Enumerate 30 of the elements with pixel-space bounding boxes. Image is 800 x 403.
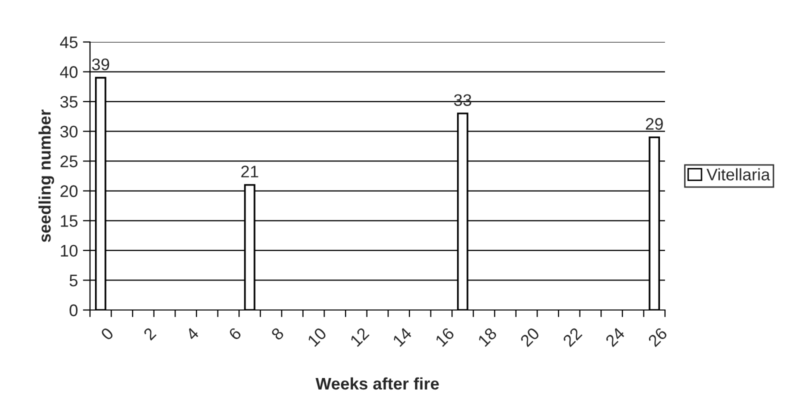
x-tick-label: 14 (392, 326, 412, 347)
x-tick-label: 12 (350, 326, 370, 347)
y-tick-label: 40 (60, 66, 78, 78)
x-tick-label: 26 (647, 326, 668, 348)
x-tick-label: 0 (100, 326, 114, 341)
x-tick-label: 6 (228, 326, 242, 341)
y-tick-label: 35 (60, 96, 78, 108)
x-tick-label: 8 (270, 326, 284, 341)
y-tick-label: 30 (60, 126, 78, 138)
data-label: 29 (646, 118, 663, 130)
y-tick-label: 25 (60, 156, 78, 168)
y-tick-label: 10 (60, 244, 78, 257)
x-axis-title: Weeks after fire (316, 377, 439, 390)
legend-label: Vitellaria (706, 168, 770, 180)
y-tick-label: 5 (70, 274, 78, 286)
x-tick-label: 20 (520, 326, 540, 348)
data-label: 21 (241, 166, 258, 178)
y-tick-label: 45 (60, 36, 78, 48)
x-tick-label: 22 (562, 326, 582, 348)
y-tick-label: 0 (70, 304, 78, 316)
y-tick-label: 15 (60, 215, 78, 227)
x-tick-label: 10 (307, 326, 328, 347)
x-tick-label: 2 (142, 326, 157, 341)
data-label: 39 (92, 58, 110, 70)
y-axis-title: seedling number (38, 110, 54, 242)
y-tick-label: 20 (60, 185, 78, 198)
x-tick-label: 24 (604, 326, 626, 348)
x-tick-label: 18 (477, 326, 498, 347)
x-tick-label: 4 (185, 326, 200, 341)
x-tick-label: 16 (434, 326, 455, 347)
